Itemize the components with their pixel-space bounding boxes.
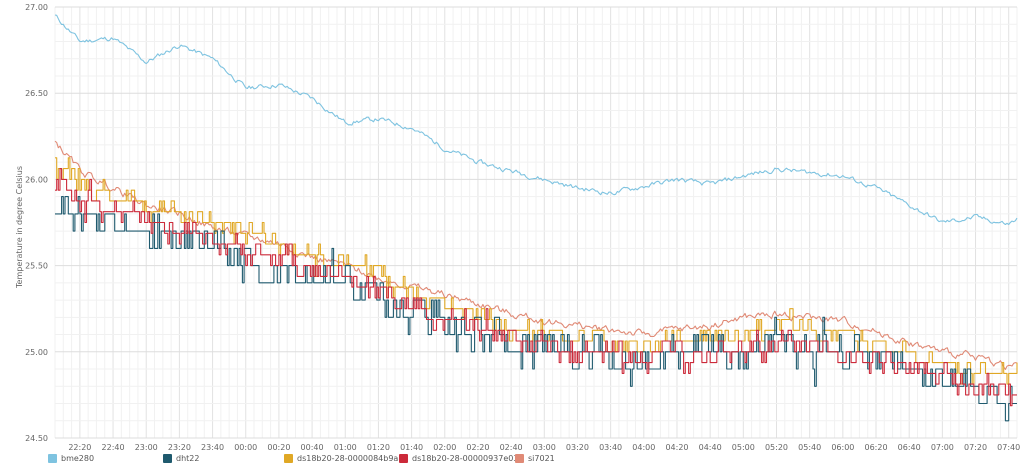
legend-swatch <box>48 454 57 463</box>
x-tick-label: 00:40 <box>301 443 324 452</box>
x-tick-label: 01:40 <box>400 443 423 452</box>
y-tick-label: 24.50 <box>25 434 48 443</box>
x-tick-label: 04:00 <box>632 443 655 452</box>
x-tick-label: 03:00 <box>533 443 556 452</box>
line-chart: 24.50 25.00 25.50 26.00 26.50 27.00 22:20 22:4… <box>15 3 1020 452</box>
x-tick-label: 22:40 <box>102 443 125 452</box>
x-tick-label: 06:20 <box>864 443 887 452</box>
x-tick-label: 23:20 <box>168 443 191 452</box>
x-tick-label: 05:20 <box>765 443 788 452</box>
series-layer <box>54 14 1018 422</box>
legend-item[interactable]: si7021 <box>515 454 555 463</box>
x-tick-label: 04:20 <box>665 443 688 452</box>
legend-swatch <box>399 454 408 463</box>
y-tick-label: 25.00 <box>25 348 48 357</box>
y-tick-label: 26.00 <box>25 175 48 184</box>
series-line-bme280 <box>54 14 1018 226</box>
x-tick-label: 02:00 <box>433 443 456 452</box>
legend-swatch <box>515 454 524 463</box>
legend-item[interactable]: ds18b20-28-0000084b9a84 <box>284 454 409 463</box>
legend-label: si7021 <box>528 454 555 463</box>
x-tick-label: 06:40 <box>898 443 921 452</box>
series-line-dht22 <box>55 196 1017 422</box>
series-line-ds18b20-28-00000937e031 <box>55 168 1017 407</box>
x-tick-label: 07:00 <box>931 443 954 452</box>
legend-label: bme280 <box>61 454 95 463</box>
x-tick-label: 03:40 <box>599 443 622 452</box>
legend-swatch <box>163 454 172 463</box>
x-tick-label: 07:40 <box>997 443 1020 452</box>
legend-label: dht22 <box>176 454 200 463</box>
legend-label: ds18b20-28-0000084b9a84 <box>297 454 409 463</box>
y-tick-label: 25.50 <box>25 262 48 271</box>
x-tick-label: 07:20 <box>964 443 987 452</box>
x-tick-label: 00:00 <box>234 443 257 452</box>
legend-item[interactable]: ds18b20-28-00000937e031 <box>399 454 524 463</box>
series-line-ds18b20-28-0000084b9a84 <box>55 157 1018 385</box>
y-tick-label: 26.50 <box>25 89 48 98</box>
legend-item[interactable]: bme280 <box>48 454 94 463</box>
y-axis-ticks: 24.50 25.00 25.50 26.00 26.50 27.00 <box>25 3 48 443</box>
x-tick-label: 22:20 <box>68 443 91 452</box>
x-tick-label: 23:00 <box>135 443 158 452</box>
x-tick-label: 05:40 <box>798 443 821 452</box>
x-tick-label: 03:20 <box>566 443 589 452</box>
legend: bme280 dht22 ds18b20-28-0000084b9a84 ds18b2… <box>0 452 1024 468</box>
x-tick-label: 01:20 <box>367 443 390 452</box>
x-tick-label: 05:00 <box>732 443 755 452</box>
x-tick-label: 23:40 <box>201 443 224 452</box>
series-line-si7021 <box>54 140 1018 370</box>
x-tick-label: 01:00 <box>334 443 357 452</box>
x-tick-label: 04:40 <box>699 443 722 452</box>
legend-label: ds18b20-28-00000937e031 <box>412 454 524 463</box>
legend-swatch <box>284 454 293 463</box>
x-tick-label: 02:40 <box>500 443 523 452</box>
x-tick-label: 02:20 <box>466 443 489 452</box>
x-axis-ticks: 22:20 22:40 23:00 23:20 23:40 00:00 00:20 00:40… <box>68 443 1020 452</box>
y-tick-label: 27.00 <box>25 3 48 12</box>
legend-item[interactable]: dht22 <box>163 454 199 463</box>
x-tick-label: 06:00 <box>831 443 854 452</box>
x-tick-label: 00:20 <box>267 443 290 452</box>
y-axis-label: Temperature in degree Celsius <box>15 166 24 289</box>
